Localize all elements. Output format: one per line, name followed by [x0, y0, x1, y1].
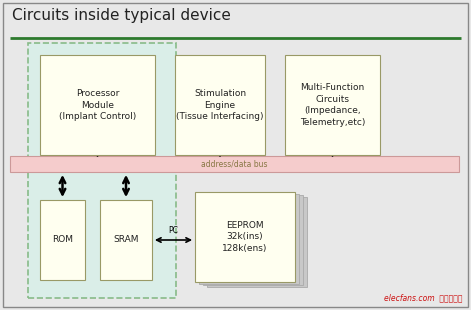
Text: Processor
Module
(Implant Control): Processor Module (Implant Control)	[59, 89, 136, 121]
Bar	[207, 197, 307, 287]
Bar	[203, 195, 303, 285]
Bar	[199, 194, 299, 284]
Bar	[28, 43, 176, 298]
Text: ROM: ROM	[52, 236, 73, 245]
Text: EEPROM
32k(ins)
128k(ens): EEPROM 32k(ins) 128k(ens)	[222, 221, 268, 253]
Text: Multi-Function
Circuits
(Impedance,
Telemetry,etc): Multi-Function Circuits (Impedance, Tele…	[300, 83, 365, 127]
Text: SRAM: SRAM	[113, 236, 139, 245]
Bar	[40, 200, 85, 280]
Bar	[100, 200, 152, 280]
Text: elecfans.com  电子发烧友: elecfans.com 电子发烧友	[384, 293, 463, 302]
Bar	[40, 55, 155, 155]
Text: Stimulation
Engine
(Tissue Interfacing): Stimulation Engine (Tissue Interfacing)	[176, 89, 264, 121]
Text: PC: PC	[169, 226, 179, 235]
Bar	[285, 55, 380, 155]
Text: Circuits inside typical device: Circuits inside typical device	[12, 8, 231, 23]
Bar	[175, 55, 265, 155]
Bar	[195, 192, 295, 282]
Bar	[10, 156, 459, 172]
Text: address/data bus: address/data bus	[201, 160, 268, 169]
